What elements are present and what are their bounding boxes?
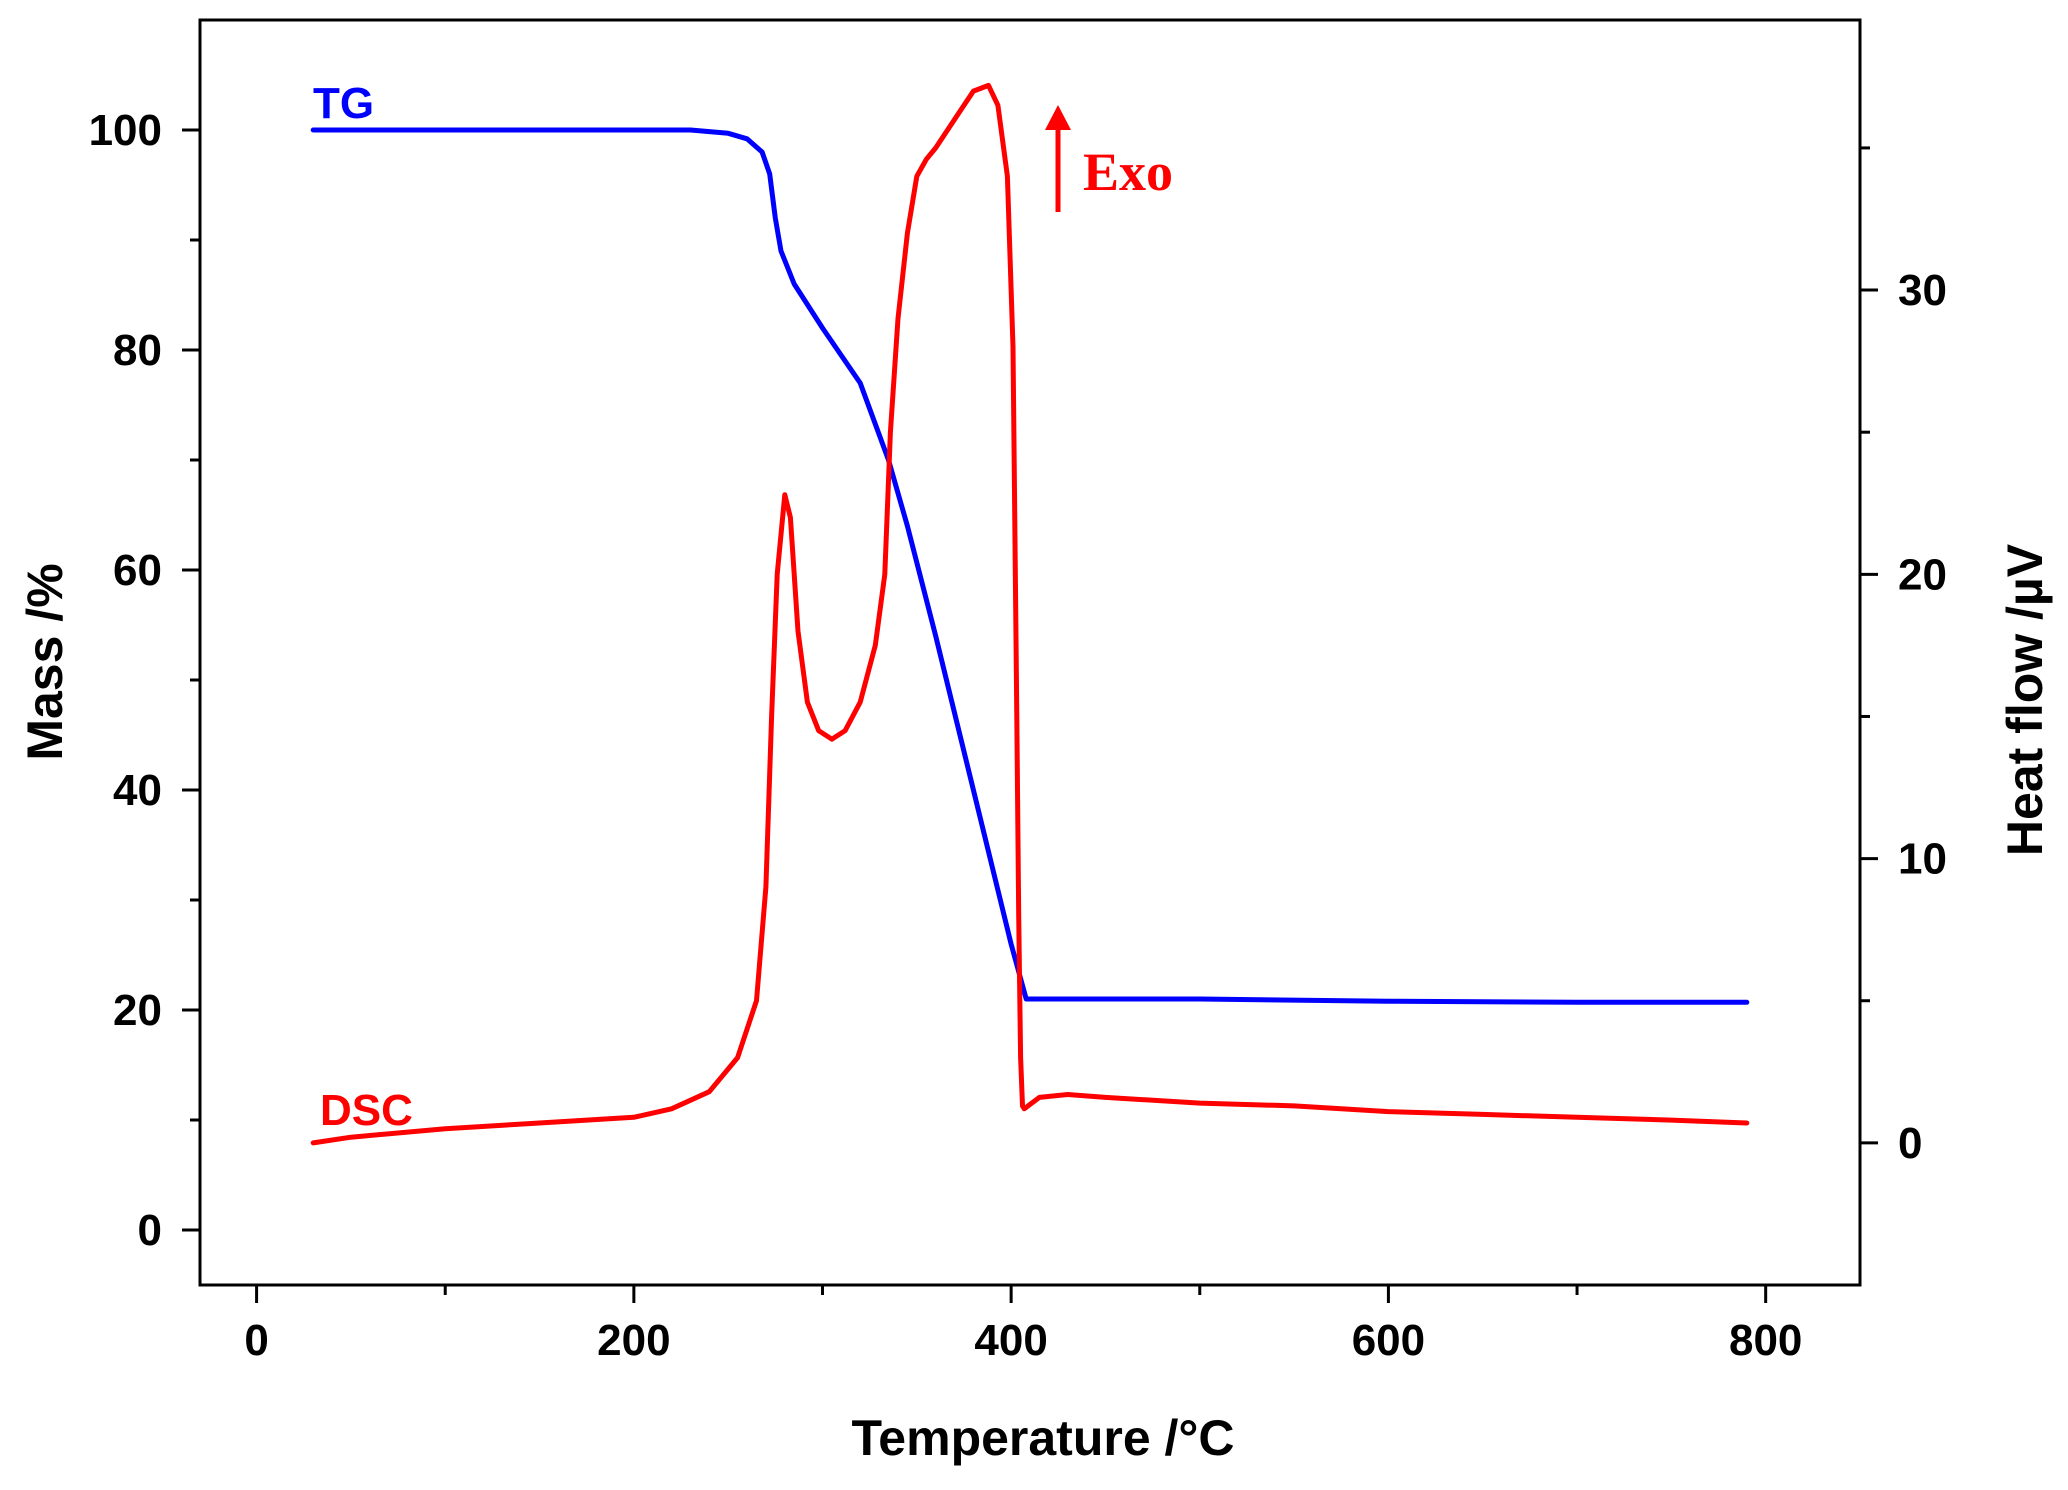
y-right-axis-title: Heat flow /µV bbox=[1997, 543, 2053, 856]
dsc-series-line bbox=[310, 82, 1750, 1146]
y-right-tick-label: 10 bbox=[1898, 835, 1947, 884]
x-tick-label: 0 bbox=[244, 1316, 268, 1365]
dsc-series-label: DSC bbox=[320, 1086, 413, 1135]
x-tick-label: 600 bbox=[1352, 1316, 1425, 1365]
x-axis-title: Temperature /°C bbox=[851, 1410, 1234, 1466]
exo-label: Exo bbox=[1083, 142, 1173, 202]
y-left-tick-label: 20 bbox=[113, 986, 162, 1035]
tg-series-line bbox=[310, 127, 1750, 1005]
exo-annotation: Exo bbox=[1045, 105, 1173, 212]
plot-frame bbox=[198, 18, 1862, 1287]
x-tick-label: 200 bbox=[597, 1316, 670, 1365]
y-right-tick-label: 20 bbox=[1898, 550, 1947, 599]
y-left-tick-label: 40 bbox=[113, 766, 162, 815]
y-left-axis-title: Mass /% bbox=[17, 563, 73, 760]
y-left-tick-label: 0 bbox=[138, 1206, 162, 1255]
y-left-tick-label: 80 bbox=[113, 326, 162, 375]
x-tick-label: 800 bbox=[1729, 1316, 1802, 1365]
y-left-tick-label: 100 bbox=[89, 106, 162, 155]
series-layer bbox=[310, 82, 1750, 1146]
axis-ticks: 0 200 400 600 800 0 20 40 60 80 100 0 10 20 30 bbox=[89, 106, 1947, 1365]
y-right-tick-label: 0 bbox=[1898, 1119, 1922, 1168]
exo-arrow-head bbox=[1045, 105, 1071, 130]
x-tick-label: 400 bbox=[974, 1316, 1047, 1365]
y-left-tick-label: 60 bbox=[113, 546, 162, 595]
tg-series-label: TG bbox=[313, 79, 374, 128]
y-right-tick-label: 30 bbox=[1898, 266, 1947, 315]
